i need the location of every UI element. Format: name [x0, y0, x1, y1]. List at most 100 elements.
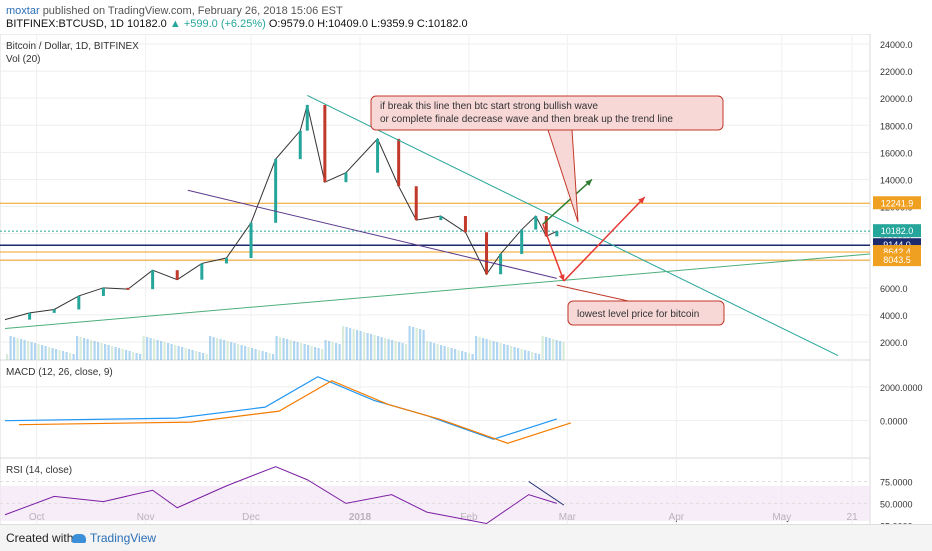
volume-bar — [317, 348, 320, 360]
rsi-tick-label: 50.0000 — [880, 499, 913, 509]
volume-bar — [433, 343, 436, 360]
volume-bar — [72, 354, 75, 360]
volume-bar — [247, 347, 250, 360]
callout-top-pointer — [547, 129, 579, 223]
volume-bar — [223, 340, 226, 360]
volume-bar — [142, 336, 145, 360]
price-tick-label: 20000.0 — [880, 94, 913, 104]
volume-bar — [468, 353, 471, 360]
volume-bar — [188, 349, 191, 360]
volume-bar — [464, 352, 467, 360]
price-tick-label: 2000.0 — [880, 338, 908, 348]
publish-line: moxtar published on TradingView.com, Feb… — [6, 5, 343, 17]
volume-bar — [510, 346, 513, 360]
volume-bar — [149, 338, 152, 360]
volume-bar — [394, 341, 397, 360]
open-value: 9579.0 — [280, 18, 315, 30]
volume-bar — [345, 327, 348, 360]
volume-bar — [359, 331, 362, 360]
low-label: L: — [371, 18, 381, 30]
macd-tick-label: 0.0000 — [880, 417, 908, 427]
volume-bar — [27, 341, 30, 360]
volume-bar — [181, 347, 184, 360]
tradingview-logo[interactable]: TradingView — [72, 531, 156, 545]
volume-bar — [478, 337, 481, 360]
chart-header: moxtar published on TradingView.com, Feb… — [0, 0, 932, 34]
volume-bar — [121, 349, 124, 360]
candle-body — [274, 159, 278, 223]
volume-bar — [111, 346, 114, 360]
volume-bar — [128, 351, 131, 360]
footer-bar: Created with TradingView — [0, 524, 932, 551]
volume-bar — [37, 344, 40, 360]
volume-bar — [86, 339, 89, 360]
macd-panel — [0, 359, 871, 459]
volume-bar — [321, 349, 324, 360]
callout-top-line-1: if break this line then btc start strong… — [380, 101, 598, 112]
chart-title: Bitcoin / Dollar, 1D, BITFINEX — [6, 41, 139, 52]
volume-bar — [251, 348, 254, 360]
volume-bar — [139, 354, 142, 360]
author-link[interactable]: moxtar — [6, 5, 40, 17]
volume-bar — [482, 338, 485, 360]
rsi-trendline — [528, 481, 565, 506]
volume-bar — [286, 339, 289, 360]
volume-bar — [230, 342, 233, 360]
volume-bar — [366, 333, 369, 360]
volume-bar — [104, 344, 107, 360]
candle-body — [175, 270, 179, 280]
candle-body — [520, 229, 524, 254]
volume-bar — [275, 336, 278, 360]
volume-bar — [559, 341, 562, 360]
tradingview-chart[interactable]: 24000.0 22000.0 20000.0 18000.0 16000.0 14000… — [0, 34, 932, 524]
volume-bar — [226, 341, 229, 360]
rebound-arrow — [563, 196, 646, 282]
volume-bar — [153, 339, 156, 360]
volume-bar — [377, 336, 380, 360]
callout-top-line-2: or complete finale decrease wave and the… — [380, 114, 673, 125]
volume-bar — [191, 350, 194, 360]
volume-bar — [293, 341, 296, 360]
volume-bar — [6, 354, 9, 360]
last-price: 10182.0 — [127, 18, 167, 30]
support-trendline — [187, 189, 557, 279]
volume-bar — [279, 337, 282, 360]
volume-bar — [506, 345, 509, 360]
bearish-arrow-head — [558, 274, 565, 282]
volume-bar — [534, 353, 537, 360]
volume-bar — [114, 347, 117, 360]
volume-bar — [373, 335, 376, 360]
volume-bar — [93, 341, 96, 360]
volume-bar — [51, 348, 54, 360]
volume-bar — [58, 350, 61, 360]
volume-bar — [90, 340, 93, 360]
volume-bar — [496, 342, 499, 360]
volume-bar — [552, 339, 555, 360]
volume-bar — [548, 338, 551, 360]
candle-body — [534, 216, 538, 230]
volume-bar — [296, 342, 299, 360]
volume-bar — [398, 342, 401, 360]
price-tick-label: 14000.0 — [880, 175, 913, 185]
volume-bar — [16, 338, 19, 360]
candle-body — [544, 216, 548, 237]
macd-signal-line — [18, 380, 572, 444]
candle-body — [52, 309, 56, 313]
volume-bar — [555, 340, 558, 360]
volume-bar — [23, 340, 26, 360]
volume-bar — [426, 341, 429, 360]
candle-body — [397, 138, 401, 187]
volume-bar — [415, 328, 418, 360]
volume-bar — [356, 330, 359, 360]
volume-bar — [429, 342, 432, 360]
volume-bar — [9, 336, 12, 360]
volume-bar — [324, 340, 327, 360]
rsi-tick-label: 75.0000 — [880, 478, 913, 488]
price-panel — [0, 34, 871, 361]
volume-bar — [146, 337, 149, 360]
volume-bar — [443, 346, 446, 360]
volume-bar — [328, 341, 331, 360]
candle-body — [200, 263, 204, 280]
volume-bar — [76, 336, 79, 360]
volume-bar — [517, 348, 520, 360]
